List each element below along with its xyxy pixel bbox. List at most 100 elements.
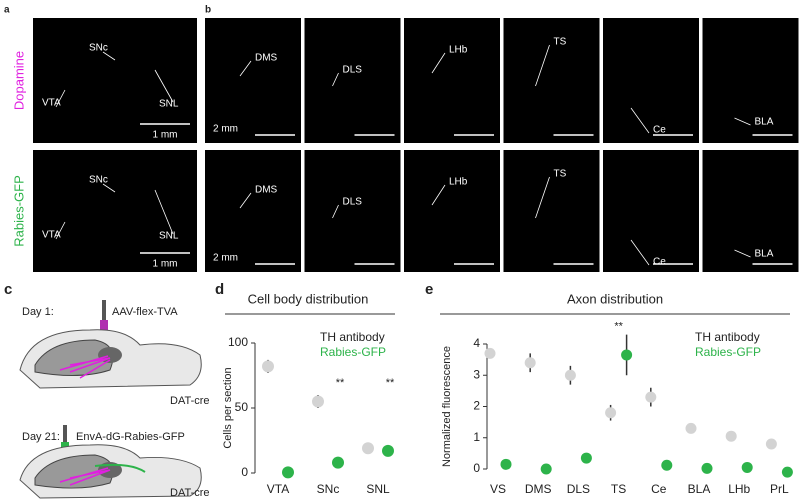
region-label: SNc [89, 175, 108, 186]
pointer [431, 184, 446, 206]
dot [685, 422, 697, 434]
region-label: TS [554, 37, 567, 48]
dot [540, 463, 552, 475]
legend-entry: TH antibody [695, 330, 760, 344]
micrograph [702, 150, 799, 272]
dot [362, 442, 374, 455]
y-tick-label: 1 [473, 430, 480, 444]
pointer [102, 51, 116, 61]
micrograph [33, 18, 197, 143]
dot [484, 347, 496, 359]
x-tick-label: VS [490, 482, 506, 496]
stain-label: Rabies-GFP [11, 175, 26, 247]
micrograph [304, 150, 401, 272]
x-tick-label: SNc [317, 482, 340, 496]
region-label: SNL [159, 99, 179, 110]
dot [725, 430, 737, 442]
micrograph [503, 150, 600, 272]
dot [645, 391, 657, 403]
panel-label: b [205, 5, 211, 16]
dot [661, 459, 673, 471]
x-tick-label: VTA [267, 482, 289, 496]
x-tick-label: SNL [366, 482, 390, 496]
chart-title: Axon distribution [567, 291, 663, 306]
region-label: DMS [255, 53, 278, 64]
pointer [630, 107, 650, 134]
panel-b: b DMS DLS LHb TS Ce BLA 2 mm DMS DLS LHb TS Ce BLA 2 m… [205, 5, 799, 272]
region-label: SNL [159, 231, 179, 242]
pointer [332, 204, 339, 219]
dot [312, 395, 324, 408]
dot [580, 452, 592, 464]
y-tick-label: 50 [235, 400, 249, 414]
panel-a: a Dopamine SNc SNL VTA 1 mm Rabies-GFP SNc SNL VT… [4, 5, 197, 272]
region-label: LHb [449, 45, 468, 56]
y-tick-label: 0 [473, 461, 480, 475]
pointer [102, 183, 116, 193]
region-label: VTA [42, 230, 61, 241]
day-label: Day 21: [22, 431, 60, 443]
micrograph [503, 18, 600, 143]
y-tick-label: 2 [473, 399, 480, 413]
panel-c: c Day 1: AAV-flex-TVA DAT-cre Day 21: En… [4, 281, 210, 499]
dot [282, 466, 294, 479]
pointer [431, 52, 446, 74]
region-label: Ce [653, 257, 666, 268]
y-axis-label: Cells per section [222, 367, 234, 448]
pointer [535, 44, 550, 87]
micrograph [702, 18, 799, 143]
brain-illustration: DAT-cre [19, 300, 210, 407]
pointer [239, 192, 252, 209]
micrograph [33, 150, 197, 272]
pointer [332, 72, 339, 87]
dot [332, 456, 344, 469]
dot [605, 407, 617, 419]
x-tick-label: LHb [728, 482, 750, 496]
region-label: DLS [343, 65, 363, 76]
mouse-label: DAT-cre [170, 487, 210, 499]
legend-entry: TH antibody [320, 330, 385, 344]
pointer [734, 249, 751, 258]
panel-label: d [215, 281, 224, 298]
region-label: Ce [653, 125, 666, 136]
scale-label: 2 mm [213, 124, 238, 135]
pointer [154, 69, 174, 103]
region-label: LHb [449, 177, 468, 188]
significance: ** [614, 321, 623, 333]
micrograph [603, 18, 699, 143]
region-label: BLA [755, 117, 774, 128]
region-label: SNc [89, 43, 108, 54]
region-label: VTA [42, 98, 61, 109]
region-label: BLA [755, 249, 774, 260]
x-tick-label: DMS [525, 482, 552, 496]
virus-label: EnvA-dG-Rabies-GFP [76, 431, 185, 443]
panel-label: a [4, 5, 10, 16]
x-tick-label: TS [611, 482, 626, 496]
micrograph [304, 18, 401, 143]
legend-entry: Rabies-GFP [695, 345, 761, 359]
micrograph [404, 18, 500, 143]
dot [382, 444, 394, 457]
day-label: Day 1: [22, 306, 54, 318]
y-tick-label: 100 [228, 335, 248, 349]
micrograph [205, 150, 301, 272]
dot [701, 462, 713, 474]
region-label: TS [554, 169, 567, 180]
legend-entry: Rabies-GFP [320, 345, 386, 359]
scale-label: 1 mm [153, 259, 178, 270]
y-tick-label: 0 [241, 465, 248, 479]
x-tick-label: DLS [567, 482, 590, 496]
x-tick-label: BLA [688, 482, 711, 496]
pointer [239, 60, 252, 77]
pointer [154, 189, 174, 235]
virus-label: AAV-flex-TVA [112, 306, 178, 318]
pointer [630, 239, 650, 266]
y-tick-label: 3 [473, 367, 480, 381]
significance: ** [336, 377, 345, 389]
panel-label: e [425, 281, 433, 298]
brain-illustration: DAT-cre [19, 425, 210, 499]
pointer [55, 221, 66, 240]
dot [741, 461, 753, 473]
region-label: DMS [255, 185, 278, 196]
stain-label: Dopamine [11, 51, 26, 110]
